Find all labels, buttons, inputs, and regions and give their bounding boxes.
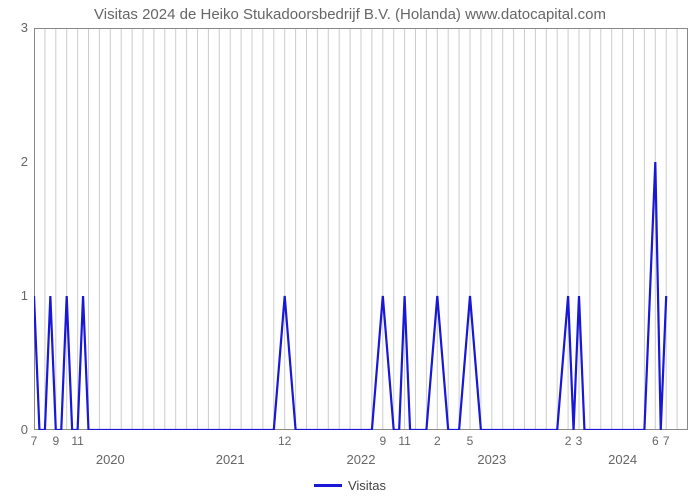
x-year-label: 2021 [216,452,245,467]
legend-label: Visitas [348,478,386,493]
x-year-label: 2023 [477,452,506,467]
x-tick-label: 5 [467,434,474,448]
chart-legend: Visitas [0,474,700,493]
x-tick-label: 2 [434,434,441,448]
x-tick-label: 12 [278,434,291,448]
x-tick-label: 11 [398,434,410,448]
legend-item-visitas: Visitas [314,478,386,493]
x-year-label: 2022 [347,452,376,467]
legend-line [314,484,342,487]
x-tick-label: 7 [663,434,670,448]
y-tick-label: 1 [8,288,28,303]
x-tick-label: 9 [379,434,386,448]
x-year-label: 2020 [96,452,125,467]
chart-container: Visitas 2024 de Heiko Stukadoorsbedrijf … [0,0,700,500]
x-tick-label: 7 [31,434,38,448]
y-tick-label: 0 [8,422,28,437]
y-tick-label: 2 [8,154,28,169]
x-tick-label: 3 [576,434,583,448]
x-tick-label: 9 [52,434,59,448]
y-tick-label: 3 [8,20,28,35]
chart-title: Visitas 2024 de Heiko Stukadoorsbedrijf … [0,6,700,23]
chart-plot-area [34,28,688,430]
x-tick-label: 11 [71,434,83,448]
x-tick-label: 2 [565,434,572,448]
x-year-label: 2024 [608,452,637,467]
chart-svg [34,28,688,430]
x-tick-label: 6 [652,434,659,448]
